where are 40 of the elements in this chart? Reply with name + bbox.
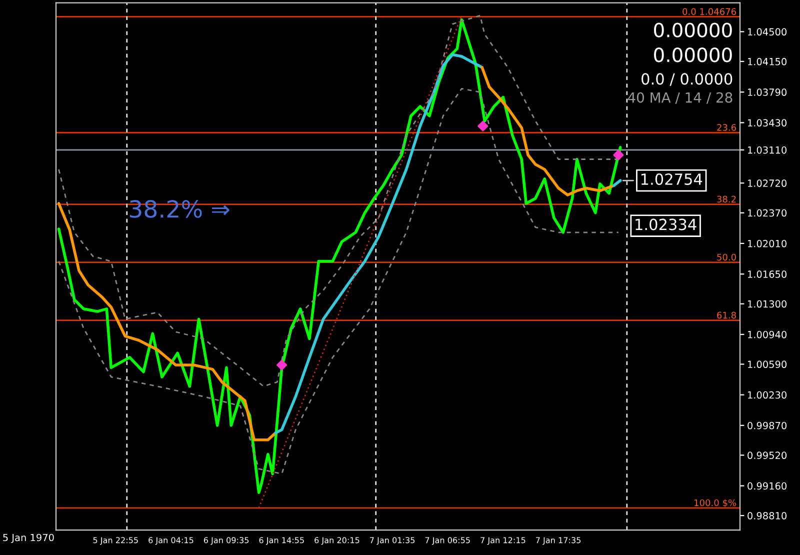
y-tick-label: 1.03110 [748, 146, 787, 154]
annotation: 0.00000 [654, 22, 732, 38]
x-tick-label: 7 Jan 12:15 [480, 537, 526, 545]
y-tick-label: 1.04500 [748, 28, 787, 36]
y-tick-label: 1.02720 [748, 180, 787, 187]
y-tick-label: 0.99520 [748, 452, 787, 460]
annotation: 38.2 [717, 196, 736, 203]
x-tick-label: 5 Jan 22:55 [93, 537, 138, 545]
x-tick-label: 6 Jan 20:15 [314, 537, 360, 545]
annotation: 0.0 1.04676 [682, 8, 736, 15]
y-tick-label: 1.01650 [748, 270, 787, 278]
y-tick-label: 1.01300 [748, 300, 787, 308]
annotation: 23.6 [717, 124, 736, 131]
x-tick-label: 7 Jan 06:55 [425, 537, 470, 545]
annotation: 0.00000 [654, 47, 732, 62]
annotation: 38.2% ⇒ [130, 200, 230, 218]
y-tick-label: 1.00590 [748, 360, 787, 368]
x-tick-label: 7 Jan 01:35 [370, 537, 415, 545]
annotation: 1.02754 [641, 173, 702, 185]
x-tick-label: 7 Jan 17:35 [536, 537, 581, 545]
annotation: 40 MA / 14 / 28 [628, 92, 732, 104]
y-tick-label: 0.99160 [748, 482, 787, 490]
annotation: 0.0 / 0.0000 [642, 73, 732, 86]
x-tick-label: 6 Jan 14:55 [259, 537, 304, 545]
y-tick-label: 1.02010 [748, 240, 787, 248]
annotation: 61.8 [717, 312, 736, 319]
text: 5 Jan 1970 [3, 534, 54, 543]
y-tick-label: 1.00230 [748, 391, 787, 399]
y-tick-label: 1.00940 [748, 330, 787, 338]
y-tick-label: 1.03430 [748, 119, 787, 127]
y-tick-label: 1.04150 [748, 58, 787, 66]
y-tick-label: 1.03790 [748, 88, 787, 96]
y-tick-label: 0.99870 [748, 422, 787, 430]
x-tick-label: 6 Jan 09:35 [204, 537, 249, 545]
annotation: 50.0 [717, 254, 736, 261]
annotation: 100.0 $% [694, 499, 736, 508]
x-tick-label: 6 Jan 04:15 [148, 537, 194, 545]
y-tick-label: 1.02370 [748, 209, 787, 217]
y-tick-label: 0.98810 [748, 512, 787, 520]
annotation: 1.02334 [636, 218, 696, 230]
